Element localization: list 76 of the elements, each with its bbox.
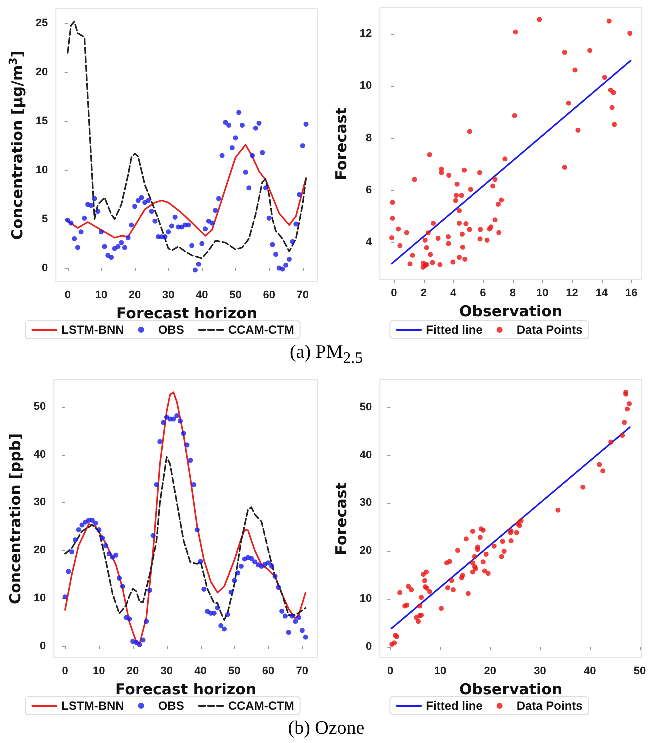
x-tick-label: 60 <box>263 290 276 302</box>
y-tick-label: 15 <box>36 116 48 128</box>
y-tick-label: 12 <box>360 28 372 40</box>
x-axis-title: Forecast horizon <box>116 680 257 698</box>
y-tick-label: 20 <box>36 66 48 79</box>
y-axis-title: Forecast <box>332 482 350 556</box>
x-tick-label: 12 <box>566 288 578 300</box>
x-tick-label: 20 <box>128 290 142 302</box>
x-tick-label: 16 <box>625 288 638 300</box>
x-tick-label: 50 <box>228 666 241 678</box>
x-tick-label: 30 <box>162 290 175 302</box>
text: (a) PM$_{2.5}$ <box>288 342 364 368</box>
x-tick-label: 10 <box>536 288 549 300</box>
x-tick-label: 6 <box>480 288 486 300</box>
x-tick-label: 30 <box>160 666 174 678</box>
x-tick-label: 60 <box>262 666 275 678</box>
x-tick-label: 2 <box>420 288 427 300</box>
y-tick-label: 0 <box>42 262 48 274</box>
x-tick-label: 70 <box>296 290 310 302</box>
legend-label: OBS <box>158 323 184 337</box>
legend-label: Data Points <box>516 699 584 713</box>
x-tick-label: 40 <box>584 666 596 678</box>
line-series <box>67 20 308 260</box>
y-tick-label: 10 <box>34 592 46 605</box>
y-tick-label: 10 <box>360 593 372 606</box>
x-axis-title: Observation <box>459 680 563 698</box>
x-tick-label: 10 <box>434 666 447 678</box>
legend-label: CCAM-CTM <box>228 699 294 713</box>
x-tick-label: 0 <box>64 290 71 302</box>
x-tick-label: 0 <box>391 288 398 300</box>
y-tick-label: 40 <box>34 448 46 461</box>
line-series <box>64 456 307 621</box>
y-tick-label: 50 <box>360 401 372 414</box>
x-tick-label: 14 <box>596 288 609 300</box>
y-tick-label: 30 <box>360 497 372 510</box>
y-tick-label: 20 <box>34 544 46 557</box>
legend-label: LSTM-BNN <box>62 699 124 713</box>
legend-label: Data Points <box>516 323 584 337</box>
legend-label: LSTM-BNN <box>62 323 124 337</box>
x-tick-label: 10 <box>95 290 108 302</box>
y-axis-title: Concentration [μg/m3] <box>7 50 26 240</box>
x-tick-label: 8 <box>510 288 516 300</box>
x-axis-title: Observation <box>459 302 563 320</box>
x-tick-label: 30 <box>534 666 546 678</box>
legend-label: OBS <box>158 699 184 713</box>
y-tick-label: 10 <box>36 164 48 176</box>
y-tick-label: 6 <box>366 184 372 196</box>
y-tick-label: 25 <box>36 18 48 30</box>
y-tick-label: 0 <box>40 640 46 652</box>
y-tick-label: 40 <box>360 449 372 462</box>
x-tick-label: 40 <box>194 666 207 678</box>
x-tick-label: 40 <box>196 290 208 302</box>
y-tick-label: 5 <box>42 213 48 226</box>
y-tick-label: 10 <box>360 80 372 92</box>
y-tick-label: 4 <box>366 236 374 248</box>
x-axis-title: Forecast horizon <box>116 304 258 322</box>
y-tick-label: 0 <box>366 640 372 653</box>
x-tick-label: 0 <box>388 666 394 678</box>
text: (b) Ozone <box>287 718 366 740</box>
x-tick-label: 4 <box>450 288 458 300</box>
y-tick-label: 8 <box>366 132 372 144</box>
legend-label: Fitted line <box>426 323 484 337</box>
y-tick-label: 20 <box>360 545 372 558</box>
y-axis-title: Concentration [ppb] <box>6 434 24 604</box>
y-axis-title: Forecast <box>332 108 350 180</box>
legend-label: CCAM-CTM <box>228 323 294 337</box>
x-tick-label: 50 <box>230 290 242 302</box>
x-tick-label: 10 <box>93 666 106 678</box>
legend-label: Fitted line <box>426 699 484 713</box>
x-tick-label: 0 <box>62 666 68 678</box>
y-tick-label: 30 <box>34 496 46 509</box>
y-tick-label: 50 <box>34 400 46 413</box>
x-tick-label: 20 <box>126 666 140 678</box>
x-tick-label: 50 <box>634 666 646 678</box>
x-tick-label: 70 <box>296 666 309 678</box>
x-tick-label: 20 <box>484 666 496 678</box>
